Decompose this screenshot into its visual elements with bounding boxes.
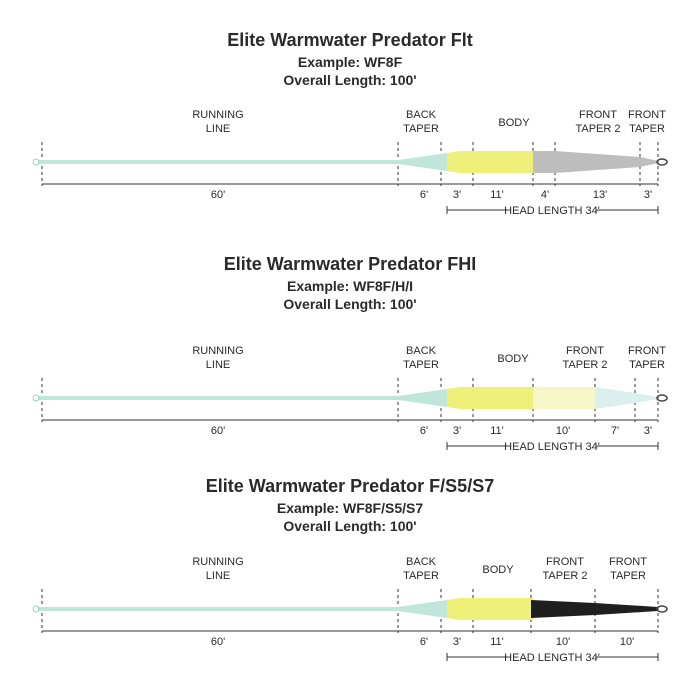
section-label: LINE — [206, 570, 230, 582]
section-label: LINE — [206, 359, 230, 371]
section-label: BACK — [406, 345, 437, 357]
dimension-label: 10' — [620, 636, 634, 648]
section-label: TAPER 2 — [542, 570, 587, 582]
section-label: FRONT — [628, 345, 666, 357]
example: Example: WF8F/S5/S7 — [277, 500, 423, 516]
front-taper — [595, 603, 658, 615]
dimension-label: 10' — [556, 425, 570, 437]
loop — [32, 394, 40, 402]
dimension-label: 11' — [490, 636, 504, 648]
head-label-bg — [508, 650, 596, 664]
dimension-label: 10' — [556, 636, 570, 648]
section-label: TAPER — [403, 570, 439, 582]
section-label: FRONT — [628, 109, 666, 121]
back-taper — [398, 389, 447, 407]
running-line — [38, 160, 400, 164]
section-label: FRONT — [609, 556, 647, 568]
running-line — [38, 396, 400, 400]
head-length: HEAD LENGTH 34' — [504, 652, 600, 664]
front-taper — [533, 151, 658, 173]
section-label: BACK — [406, 556, 437, 568]
section-label: TAPER — [629, 123, 665, 135]
back-taper — [398, 600, 447, 618]
section-label: TAPER — [403, 359, 439, 371]
section-label: FRONT — [546, 556, 584, 568]
head-label-bg — [508, 203, 596, 217]
back-taper — [398, 153, 447, 171]
example: Example: WF8F/H/I — [287, 278, 413, 294]
head-length: HEAD LENGTH 34' — [504, 205, 600, 217]
tip-loop — [656, 158, 668, 166]
dimension-label: 3' — [644, 425, 652, 437]
overall-length: Overall Length: 100' — [283, 296, 416, 312]
tip-loop — [656, 394, 668, 402]
body — [447, 387, 533, 409]
section-label: TAPER 2 — [562, 359, 607, 371]
dimension-label: 4' — [541, 189, 549, 201]
section-label: RUNNING — [192, 109, 243, 121]
dimension-label: 13' — [593, 189, 607, 201]
line-diagram: Elite Warmwater Predator Flt Example: WF8… — [32, 30, 668, 217]
section-label: FRONT — [566, 345, 604, 357]
dimension-label: 3' — [453, 636, 461, 648]
section-label: RUNNING — [192, 556, 243, 568]
body — [447, 598, 533, 620]
body — [447, 151, 533, 173]
title: Elite Warmwater Predator F/S5/S7 — [206, 476, 494, 496]
section-label: RUNNING — [192, 345, 243, 357]
line-diagram: Elite Warmwater Predator FHI Example: WF8… — [32, 254, 668, 453]
section-label: BODY — [497, 353, 529, 365]
running-line — [38, 607, 400, 611]
front-taper-2 — [533, 387, 595, 409]
front-taper-2 — [531, 600, 595, 618]
dimension-label: 60' — [211, 189, 225, 201]
front-taper — [595, 387, 658, 409]
section-label: BACK — [406, 109, 437, 121]
loop — [32, 605, 40, 613]
line-diagram: Elite Warmwater Predator F/S5/S7 Example:… — [32, 476, 668, 664]
section-label: BODY — [498, 117, 530, 129]
head-label-bg — [508, 439, 596, 453]
dimension-label: 6' — [420, 636, 428, 648]
overall-length: Overall Length: 100' — [283, 72, 416, 88]
tip-loop — [656, 605, 668, 613]
title: Elite Warmwater Predator FHI — [224, 254, 476, 274]
loop — [32, 158, 40, 166]
dimension-label: 3' — [644, 189, 652, 201]
example: Example: WF8F — [298, 54, 403, 70]
dimension-label: 11' — [490, 425, 504, 437]
dimension-label: 6' — [420, 425, 428, 437]
section-label: FRONT — [579, 109, 617, 121]
head-length: HEAD LENGTH 34' — [504, 441, 600, 453]
dimension-label: 3' — [453, 189, 461, 201]
dimension-label: 60' — [211, 425, 225, 437]
dimension-label: 3' — [453, 425, 461, 437]
section-label: TAPER — [610, 570, 646, 582]
title: Elite Warmwater Predator Flt — [227, 30, 472, 50]
section-label: TAPER — [403, 123, 439, 135]
section-label: TAPER 2 — [575, 123, 620, 135]
section-label: BODY — [482, 564, 514, 576]
dimension-label: 7' — [611, 425, 619, 437]
dimension-label: 60' — [211, 636, 225, 648]
overall-length: Overall Length: 100' — [283, 518, 416, 534]
dimension-label: 6' — [420, 189, 428, 201]
dimension-label: 11' — [490, 189, 504, 201]
section-label: LINE — [206, 123, 230, 135]
section-label: TAPER — [629, 359, 665, 371]
